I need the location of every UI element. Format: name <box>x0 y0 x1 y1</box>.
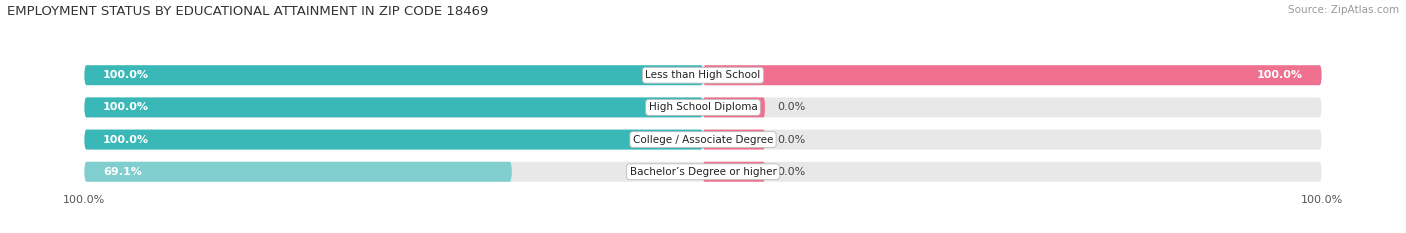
FancyBboxPatch shape <box>703 162 765 182</box>
Text: 0.0%: 0.0% <box>778 102 806 112</box>
FancyBboxPatch shape <box>84 130 1322 150</box>
FancyBboxPatch shape <box>84 162 1322 182</box>
FancyBboxPatch shape <box>703 65 1322 85</box>
Text: 100.0%: 100.0% <box>103 135 149 145</box>
FancyBboxPatch shape <box>84 162 512 182</box>
FancyBboxPatch shape <box>84 97 1322 117</box>
FancyBboxPatch shape <box>84 130 703 150</box>
Text: EMPLOYMENT STATUS BY EDUCATIONAL ATTAINMENT IN ZIP CODE 18469: EMPLOYMENT STATUS BY EDUCATIONAL ATTAINM… <box>7 5 488 18</box>
Text: 0.0%: 0.0% <box>778 135 806 145</box>
Text: Bachelor’s Degree or higher: Bachelor’s Degree or higher <box>630 167 776 177</box>
Text: College / Associate Degree: College / Associate Degree <box>633 135 773 145</box>
FancyBboxPatch shape <box>84 97 703 117</box>
Text: Less than High School: Less than High School <box>645 70 761 80</box>
Text: 0.0%: 0.0% <box>778 167 806 177</box>
FancyBboxPatch shape <box>703 97 765 117</box>
FancyBboxPatch shape <box>84 65 1322 85</box>
FancyBboxPatch shape <box>703 130 765 150</box>
Text: High School Diploma: High School Diploma <box>648 102 758 112</box>
Text: 100.0%: 100.0% <box>103 102 149 112</box>
Text: Source: ZipAtlas.com: Source: ZipAtlas.com <box>1288 5 1399 15</box>
Text: 69.1%: 69.1% <box>103 167 142 177</box>
Text: 100.0%: 100.0% <box>103 70 149 80</box>
Text: 100.0%: 100.0% <box>1257 70 1303 80</box>
FancyBboxPatch shape <box>84 65 703 85</box>
